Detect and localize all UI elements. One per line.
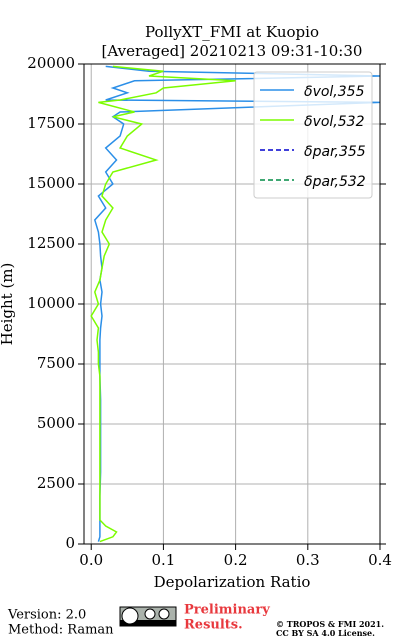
y-tick-label: 0 [65, 534, 75, 552]
y-tick-label: 20000 [27, 54, 75, 72]
license: CC BY SA 4.0 License. [276, 628, 375, 638]
copyright: © TROPOS & FMI 2021. [276, 619, 384, 629]
y-tick-label: 17500 [27, 114, 75, 132]
x-tick-label: 0.2 [224, 551, 248, 569]
y-tick-label: 10000 [27, 294, 75, 312]
y-tick-label: 5000 [37, 414, 75, 432]
legend-label: δvol,532 [304, 114, 365, 130]
x-tick-label: 0.0 [79, 551, 103, 569]
profile-line [90, 65, 236, 543]
y-tick-label: 7500 [37, 354, 75, 372]
prelim-2: Results. [184, 618, 243, 633]
cc-badge [119, 606, 177, 627]
badge-cc [121, 607, 139, 625]
chart-title: PollyXT_FMI at Kuopio [145, 23, 319, 41]
legend-box [253, 71, 373, 199]
legend-label: δvol,355 [304, 84, 365, 100]
badge-strip [120, 620, 176, 626]
plot-frame [83, 63, 381, 545]
x-tick-label: 0.1 [151, 551, 175, 569]
x-axis-label: Depolarization Ratio [154, 573, 311, 591]
y-tick-label: 15000 [27, 174, 75, 192]
x-tick-label: 0.3 [296, 551, 320, 569]
x-tick-label: 0.4 [368, 551, 392, 569]
chart-subtitle: [Averaged] 20210213 09:31-10:30 [102, 42, 363, 60]
badge-sa [158, 608, 170, 620]
prelim-1: Preliminary [184, 603, 270, 618]
method-note: Method: Raman [8, 623, 114, 638]
legend-label: δpar,532 [304, 174, 366, 190]
badge-by [144, 608, 156, 620]
legend-label: δpar,355 [304, 144, 366, 160]
y-tick-label: 2500 [37, 474, 75, 492]
y-axis-label: Height (m) [0, 263, 16, 346]
version-note: Version: 2.0 [7, 608, 86, 623]
y-tick-label: 12500 [27, 234, 75, 252]
